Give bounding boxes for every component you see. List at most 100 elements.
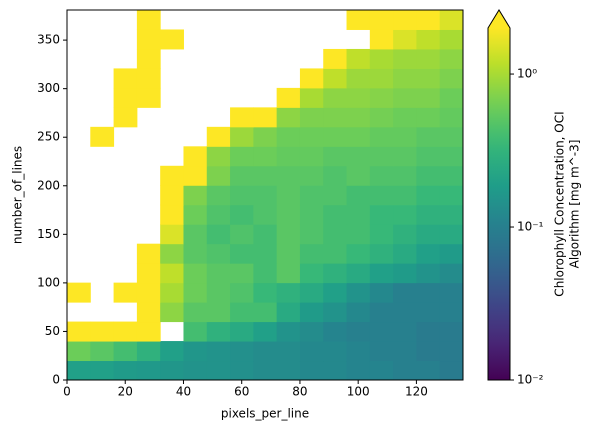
heatmap-cell (113, 107, 138, 128)
heatmap-cell (113, 68, 138, 89)
heatmap-cell (323, 185, 348, 206)
heatmap-cell (276, 321, 301, 342)
heatmap-cell (369, 243, 394, 264)
heatmap-cell (299, 360, 324, 381)
heatmap-cell (299, 165, 324, 186)
heatmap-cell (67, 341, 91, 362)
heatmap-cell (416, 224, 441, 245)
heatmap-cell (230, 243, 254, 264)
y-tick-label: 150 (37, 227, 60, 241)
heatmap-cell (276, 341, 301, 362)
heatmap-cell (136, 87, 161, 108)
y-tick-label: 50 (45, 324, 60, 338)
heatmap-cell (206, 185, 231, 206)
x-axis-label: pixels_per_line (221, 407, 309, 421)
heatmap-cell (439, 341, 464, 362)
heatmap-cell (136, 48, 161, 69)
heatmap-cell (369, 87, 394, 108)
heatmap-cell (253, 282, 278, 303)
heatmap-cell (439, 107, 464, 128)
heatmap-cell (183, 146, 208, 167)
heatmap-cell (206, 302, 231, 323)
heatmap-cell (439, 243, 464, 264)
heatmap-cell (230, 302, 254, 323)
heatmap-cell (183, 321, 208, 342)
heatmap-cell (276, 87, 301, 108)
heatmap-cell (183, 263, 208, 284)
heatmap-cell (346, 224, 371, 245)
heatmap-cell (323, 321, 348, 342)
heatmap-cell (393, 185, 417, 206)
heatmap-cell (299, 263, 324, 284)
heatmap-cell (393, 224, 417, 245)
heatmap-cell (323, 146, 348, 167)
heatmap-cell (323, 263, 348, 284)
x-tick-label: 120 (405, 385, 428, 399)
heatmap-cell (369, 107, 394, 128)
heatmap-cell (206, 282, 231, 303)
heatmap-cell (416, 48, 441, 69)
heatmap-cell (230, 107, 254, 128)
heatmap-cell (183, 302, 208, 323)
heatmap-cell (369, 263, 394, 284)
heatmap-cell (183, 282, 208, 303)
heatmap-cell (346, 243, 371, 264)
heatmap-cell (369, 360, 394, 381)
x-tick-label: 100 (347, 385, 370, 399)
heatmap-cell (323, 243, 348, 264)
heatmap-cell (276, 165, 301, 186)
x-tick-label: 80 (292, 385, 307, 399)
heatmap-cell (276, 243, 301, 264)
heatmap-cell (113, 282, 138, 303)
heatmap-cell (206, 321, 231, 342)
heatmap-cell (393, 48, 417, 69)
heatmap-cell (416, 321, 441, 342)
heatmap-cell (416, 126, 441, 147)
heatmap-cell (253, 126, 278, 147)
heatmap-cell (253, 204, 278, 225)
heatmap-cell (346, 185, 371, 206)
heatmap-cell (276, 204, 301, 225)
heatmap-cell (393, 146, 417, 167)
colorbar-frame (487, 9, 511, 381)
heatmap-cell (416, 243, 441, 264)
heatmap-cell (323, 341, 348, 362)
y-tick-label: 100 (37, 275, 60, 289)
heatmap-cell (323, 224, 348, 245)
heatmap-cell (206, 243, 231, 264)
colorbar-tick-label: 10⁻¹ (517, 220, 544, 234)
heatmap-cell (230, 185, 254, 206)
x-tick-label: 40 (176, 385, 191, 399)
heatmap-cell (323, 302, 348, 323)
heatmap-cell (206, 263, 231, 284)
y-tick-label: 300 (37, 81, 60, 95)
heatmap-cell (346, 87, 371, 108)
heatmap-cell (346, 165, 371, 186)
heatmap-cell (253, 165, 278, 186)
heatmap-cell (369, 224, 394, 245)
heatmap-cell (299, 87, 324, 108)
heatmap-cell (439, 165, 464, 186)
heatmap-cell (369, 341, 394, 362)
colorbar-label: Algorithm [mg m^-3] (568, 140, 582, 269)
heatmap-cell (439, 29, 464, 50)
heatmap-cell (416, 204, 441, 225)
heatmap-cell (323, 204, 348, 225)
heatmap-cell (346, 107, 371, 128)
heatmap-cell (346, 126, 371, 147)
heatmap-cell (276, 282, 301, 303)
heatmap-cell (136, 10, 161, 30)
heatmap-cell (346, 146, 371, 167)
heatmap-cell (253, 360, 278, 381)
heatmap-cell (323, 87, 348, 108)
heatmap-cell (90, 360, 115, 381)
heatmap-cell (323, 282, 348, 303)
heatmap-cell (323, 48, 348, 69)
y-tick-label: 0 (52, 373, 60, 387)
heatmap-cell (369, 126, 394, 147)
heatmap-cell (90, 321, 115, 342)
heatmap-cell (136, 282, 161, 303)
heatmap-cell (369, 321, 394, 342)
heatmap-cell (183, 204, 208, 225)
heatmap-cell (323, 360, 348, 381)
